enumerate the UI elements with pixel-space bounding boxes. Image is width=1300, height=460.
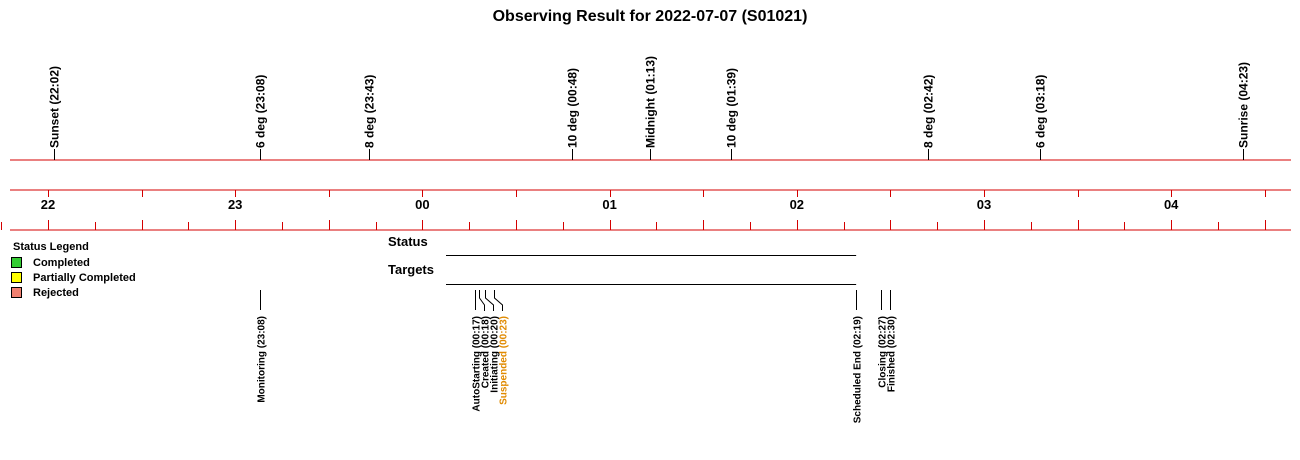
sky-event-label: 10 deg (01:39): [725, 68, 739, 148]
sky-event-label: 6 deg (03:18): [1034, 75, 1048, 148]
status-event-label: AutoStarting (00:17): [472, 316, 483, 412]
status-event-label: Scheduled End (02:19): [853, 316, 864, 423]
axis-tick-label: 01: [602, 197, 616, 212]
axis-tick-label: 00: [415, 197, 429, 212]
axis-tick-label: 04: [1164, 197, 1179, 212]
status-event-label: Initiating (00:20): [490, 316, 501, 393]
sky-event-label: 10 deg (00:48): [566, 68, 580, 148]
axis-tick-label: 23: [228, 197, 242, 212]
status-event-label: Created (00:18): [481, 316, 492, 388]
status-event-marker: [479, 290, 485, 311]
sky-event-label: 6 deg (23:08): [254, 75, 268, 148]
status-event-label: Finished (02:30): [887, 316, 898, 392]
legend-swatch: [11, 257, 22, 268]
sky-event-label: 8 deg (02:42): [922, 75, 936, 148]
legend-title: Status Legend: [13, 241, 89, 253]
axis-tick-label: 02: [790, 197, 804, 212]
status-event-label: Closing (02:27): [878, 316, 889, 388]
status-event-marker: [485, 290, 494, 311]
status-row-label: Status: [388, 234, 428, 249]
sky-events: Sunset (22:02) 6 deg (23:08) 8 deg (23:43)…: [48, 56, 1251, 160]
status-rows: Status Targets: [388, 234, 857, 285]
axis-tick-label: 03: [977, 197, 991, 212]
legend-item-label: Rejected: [33, 287, 79, 299]
legend-swatch: [11, 272, 22, 283]
status-event-label: Monitoring (23:08): [257, 316, 268, 403]
status-events: Monitoring (23:08) AutoStarting (00:17)Cr…: [257, 290, 898, 423]
legend-swatch: [11, 287, 22, 298]
legend-item-label: Completed: [33, 257, 90, 269]
status-event-label: Suspended (00:23): [499, 316, 510, 405]
status-event-marker: [494, 290, 503, 311]
sky-event-label: Midnight (01:13): [644, 56, 658, 148]
sky-event-label: Sunrise (04:23): [1237, 62, 1251, 148]
legend-item-label: Partially Completed: [33, 272, 136, 284]
sky-event-label: Sunset (22:02): [48, 66, 62, 148]
axis-tick-label: 22: [41, 197, 55, 212]
time-axis: 22 23 00 01 02 03 04: [1, 159, 1291, 231]
status-legend: Status Legend Completed Partially Complete…: [11, 241, 136, 299]
targets-row-label: Targets: [388, 262, 434, 277]
chart-title: Observing Result for 2022-07-07 (S01021): [493, 8, 808, 25]
sky-event-label: 8 deg (23:43): [363, 75, 377, 148]
